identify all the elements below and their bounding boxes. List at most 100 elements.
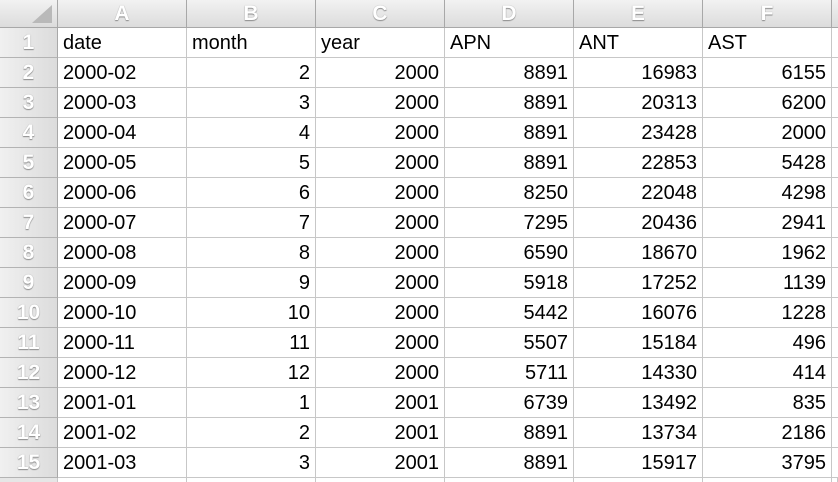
cell-d7[interactable]: 7295 [445,208,574,238]
cell-a10[interactable]: 2000-10 [58,298,187,328]
cell-d2[interactable]: 8891 [445,58,574,88]
cell-f12[interactable]: 414 [703,358,832,388]
cell-e4[interactable]: 23428 [574,118,703,148]
cell-d1[interactable]: APN [445,28,574,58]
cell-c15[interactable]: 2001 [316,448,445,478]
cell-d12[interactable]: 5711 [445,358,574,388]
cell-d4[interactable]: 8891 [445,118,574,148]
cell-a3[interactable]: 2000-03 [58,88,187,118]
cell-e8[interactable]: 18670 [574,238,703,268]
cell-c10[interactable]: 2000 [316,298,445,328]
row-header-2[interactable]: 2 [0,58,58,88]
cell-f6[interactable]: 4298 [703,178,832,208]
row-header-10[interactable]: 10 [0,298,58,328]
cell-c3[interactable]: 2000 [316,88,445,118]
cell-f2[interactable]: 6155 [703,58,832,88]
cell-e1[interactable]: ANT [574,28,703,58]
cell-a6[interactable]: 2000-06 [58,178,187,208]
cell-f3[interactable]: 6200 [703,88,832,118]
cell-f13[interactable]: 835 [703,388,832,418]
column-header-a[interactable]: A [58,0,187,28]
cell-d3[interactable]: 8891 [445,88,574,118]
cell-b11[interactable]: 11 [187,328,316,358]
cell-a15[interactable]: 2001-03 [58,448,187,478]
cell-e11[interactable]: 15184 [574,328,703,358]
cell-f4[interactable]: 2000 [703,118,832,148]
column-header-e[interactable]: E [574,0,703,28]
column-header-d[interactable]: D [445,0,574,28]
cell-e15[interactable]: 15917 [574,448,703,478]
row-header-3[interactable]: 3 [0,88,58,118]
cell-e14[interactable]: 13734 [574,418,703,448]
cell-c12[interactable]: 2000 [316,358,445,388]
row-header-4[interactable]: 4 [0,118,58,148]
row-header-7[interactable]: 7 [0,208,58,238]
row-header-1[interactable]: 1 [0,28,58,58]
cell-a12[interactable]: 2000-12 [58,358,187,388]
cell-b9[interactable]: 9 [187,268,316,298]
cell-a13[interactable]: 2001-01 [58,388,187,418]
cell-f11[interactable]: 496 [703,328,832,358]
cell-d8[interactable]: 6590 [445,238,574,268]
row-header-11[interactable]: 11 [0,328,58,358]
cell-e6[interactable]: 22048 [574,178,703,208]
cell-f5[interactable]: 5428 [703,148,832,178]
cell-c11[interactable]: 2000 [316,328,445,358]
cell-d9[interactable]: 5918 [445,268,574,298]
row-header-6[interactable]: 6 [0,178,58,208]
cell-c4[interactable]: 2000 [316,118,445,148]
cell-f15[interactable]: 3795 [703,448,832,478]
cell-e9[interactable]: 17252 [574,268,703,298]
row-header-13[interactable]: 13 [0,388,58,418]
cell-e7[interactable]: 20436 [574,208,703,238]
cell-d10[interactable]: 5442 [445,298,574,328]
row-header-9[interactable]: 9 [0,268,58,298]
cell-a9[interactable]: 2000-09 [58,268,187,298]
cell-b15[interactable]: 3 [187,448,316,478]
cell-f1[interactable]: AST [703,28,832,58]
cell-e10[interactable]: 16076 [574,298,703,328]
cell-a7[interactable]: 2000-07 [58,208,187,238]
select-all-corner[interactable] [0,0,58,28]
cell-c6[interactable]: 2000 [316,178,445,208]
cell-c14[interactable]: 2001 [316,418,445,448]
cell-b7[interactable]: 7 [187,208,316,238]
cell-d5[interactable]: 8891 [445,148,574,178]
column-header-c[interactable]: C [316,0,445,28]
cell-a2[interactable]: 2000-02 [58,58,187,88]
cell-f7[interactable]: 2941 [703,208,832,238]
cell-b13[interactable]: 1 [187,388,316,418]
cell-b6[interactable]: 6 [187,178,316,208]
cell-e12[interactable]: 14330 [574,358,703,388]
cell-a11[interactable]: 2000-11 [58,328,187,358]
cell-b3[interactable]: 3 [187,88,316,118]
cell-b12[interactable]: 12 [187,358,316,388]
cell-f14[interactable]: 2186 [703,418,832,448]
cell-d14[interactable]: 8891 [445,418,574,448]
cell-c13[interactable]: 2001 [316,388,445,418]
row-header-12[interactable]: 12 [0,358,58,388]
cell-e2[interactable]: 16983 [574,58,703,88]
cell-a4[interactable]: 2000-04 [58,118,187,148]
cell-d6[interactable]: 8250 [445,178,574,208]
cell-c1[interactable]: year [316,28,445,58]
cell-c7[interactable]: 2000 [316,208,445,238]
cell-b5[interactable]: 5 [187,148,316,178]
cell-c2[interactable]: 2000 [316,58,445,88]
cell-c5[interactable]: 2000 [316,148,445,178]
cell-e5[interactable]: 22853 [574,148,703,178]
cell-a8[interactable]: 2000-08 [58,238,187,268]
cell-c9[interactable]: 2000 [316,268,445,298]
row-header-14[interactable]: 14 [0,418,58,448]
cell-b14[interactable]: 2 [187,418,316,448]
cell-c8[interactable]: 2000 [316,238,445,268]
cell-f8[interactable]: 1962 [703,238,832,268]
cell-d13[interactable]: 6739 [445,388,574,418]
row-header-15[interactable]: 15 [0,448,58,478]
row-header-5[interactable]: 5 [0,148,58,178]
column-header-b[interactable]: B [187,0,316,28]
cell-e13[interactable]: 13492 [574,388,703,418]
row-header-8[interactable]: 8 [0,238,58,268]
cell-b8[interactable]: 8 [187,238,316,268]
cell-d11[interactable]: 5507 [445,328,574,358]
